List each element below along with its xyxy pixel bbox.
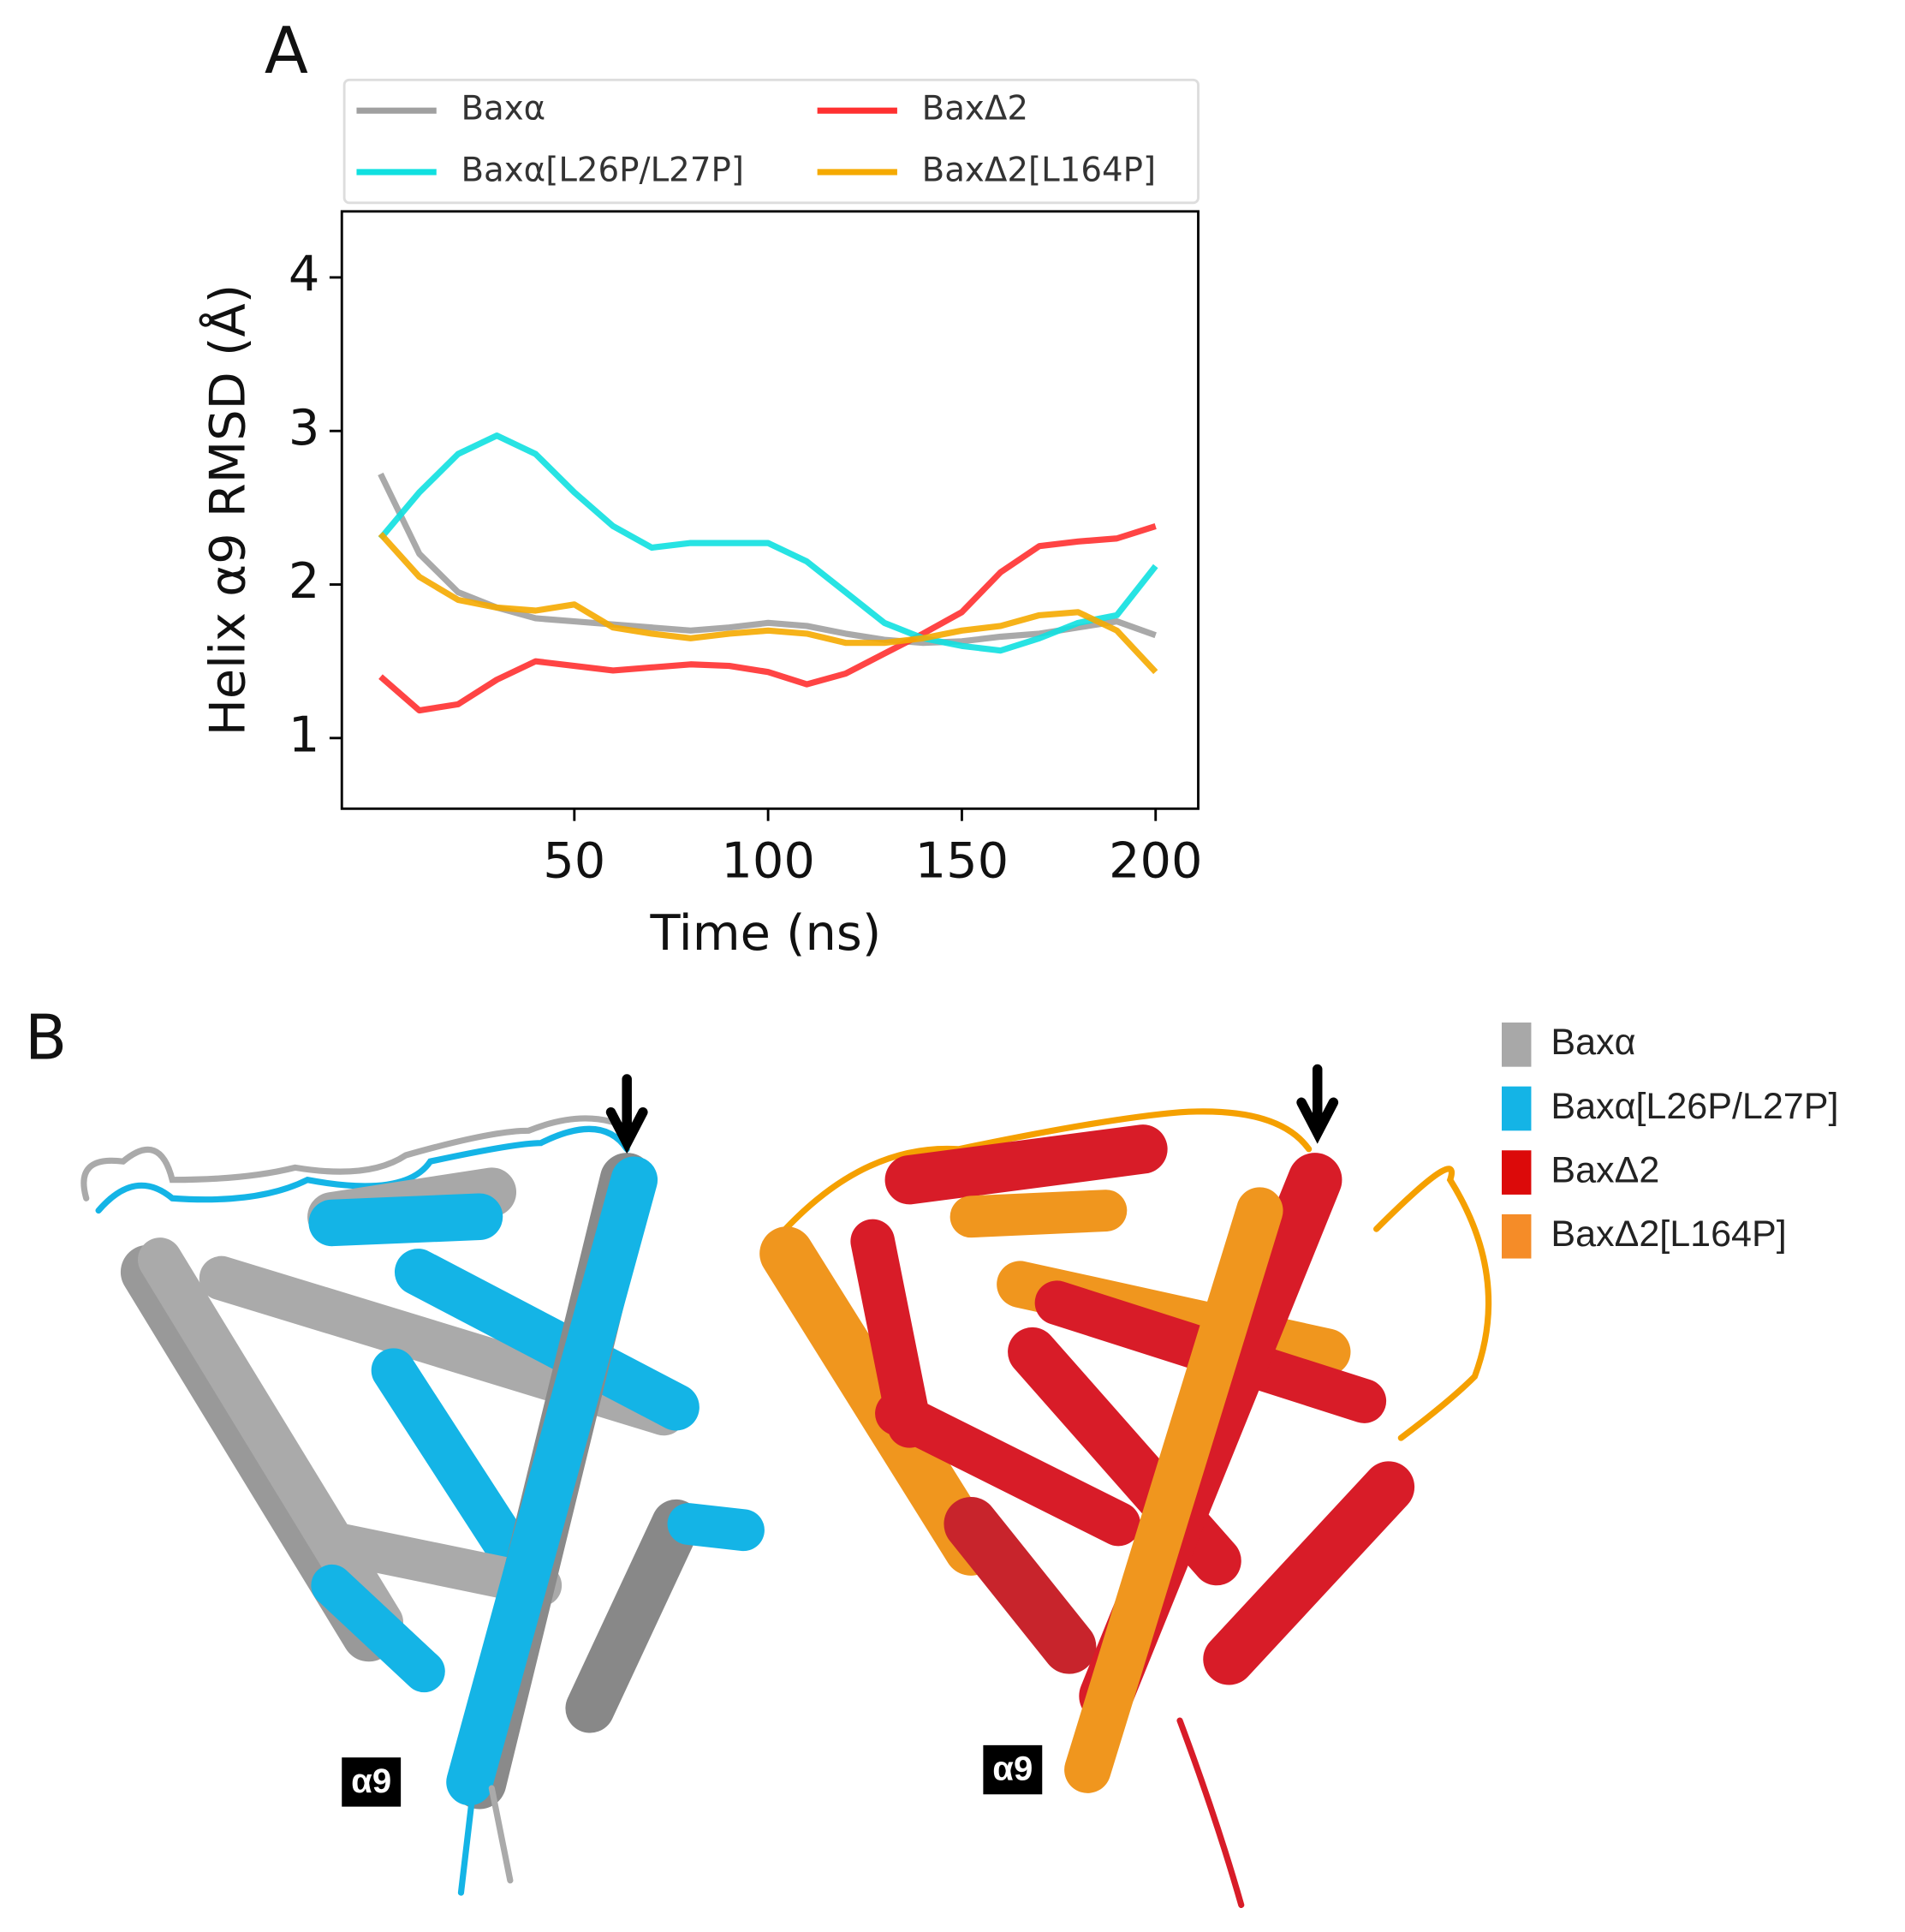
legend-label: Baxα[L26P/L27P]	[1551, 1086, 1838, 1127]
y-tick-label: 1	[289, 706, 320, 763]
plot-frame	[340, 210, 1200, 810]
series-line	[378, 522, 1157, 714]
y-tick-label: 4	[289, 246, 320, 303]
structure-legend: Baxα Baxα[L26P/L27P] BaxΔ2 BaxΔ2[L164P]	[1501, 1022, 1838, 1259]
y-axis-label: Helix α9 RMSD (Å)	[199, 284, 257, 736]
legend-label: BaxΔ2[L164P]	[1551, 1213, 1786, 1255]
structure-left	[80, 1074, 765, 1896]
y-tick-label: 3	[289, 399, 320, 456]
legend-label: BaxΔ2[L164P]	[922, 151, 1156, 189]
legend-label: Baxα	[1551, 1022, 1635, 1063]
panel-label: A	[265, 14, 308, 88]
panel-label: B	[25, 1002, 67, 1074]
helix-label: α9	[351, 1762, 391, 1800]
helix-label: α9	[992, 1750, 1033, 1788]
x-tick-label: 50	[543, 832, 605, 890]
legend-swatch	[1501, 1150, 1532, 1195]
legend-box	[342, 78, 1200, 205]
legend-swatch	[1501, 1213, 1532, 1259]
x-tick-label: 150	[915, 832, 1009, 890]
plot: 1 2 3 4 50 100 150 200 Baxα BaxΔ2 Baxα[L26P/L27P] B…	[289, 90, 1203, 890]
series-line	[378, 531, 1158, 675]
legend-swatch	[1501, 1086, 1532, 1131]
x-tick-label: 200	[1109, 832, 1203, 890]
x-tick-label: 100	[721, 832, 815, 890]
legend-label: Baxα	[461, 90, 545, 128]
helix-label-box	[983, 1744, 1043, 1795]
legend-label: BaxΔ2	[1551, 1149, 1659, 1190]
structure-right	[759, 1064, 1492, 1909]
legend-label: BaxΔ2	[922, 90, 1028, 128]
x-axis-label: Time (ns)	[649, 904, 881, 962]
helix-label-box	[342, 1757, 402, 1807]
legend-swatch	[1501, 1023, 1532, 1067]
legend-label: Baxα[L26P/L27P]	[461, 151, 744, 189]
series-line	[378, 432, 1158, 654]
y-tick-label: 2	[289, 552, 320, 610]
